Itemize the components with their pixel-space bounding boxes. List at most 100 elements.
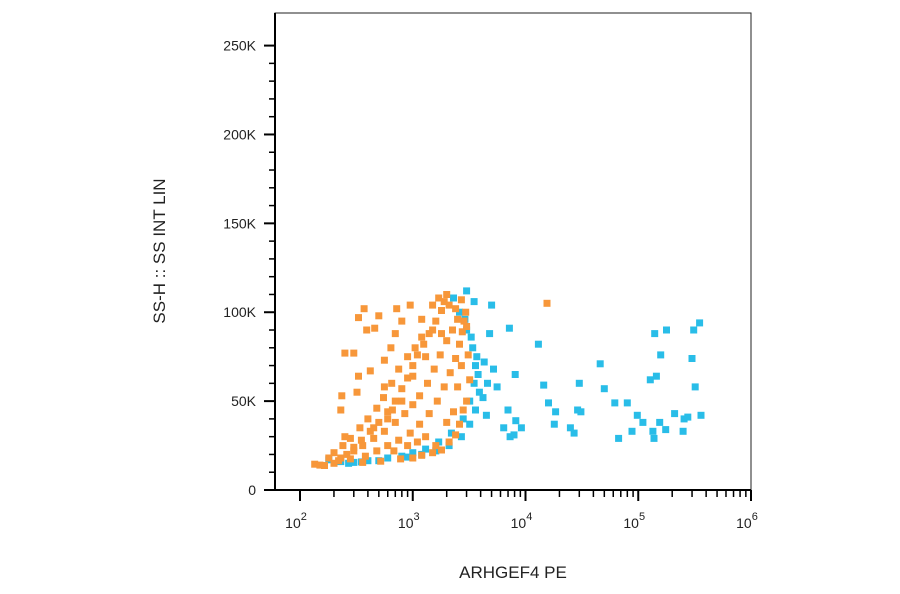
data-point-0-62 [600, 385, 608, 393]
data-point-1-99 [445, 438, 453, 446]
data-point-1-26 [395, 365, 403, 373]
data-point-0-75 [656, 418, 664, 426]
y-tick-label: 50K [231, 393, 257, 409]
data-point-1-1 [316, 461, 324, 469]
data-point-1-122 [380, 383, 388, 391]
data-point-1-59 [416, 392, 424, 400]
data-point-0-61 [596, 360, 604, 368]
data-point-1-68 [337, 406, 345, 414]
data-point-0-55 [552, 408, 560, 416]
data-point-1-5 [343, 450, 351, 458]
data-point-0-71 [650, 434, 658, 442]
data-point-1-72 [353, 388, 361, 396]
data-point-1-124 [543, 299, 551, 307]
data-point-0-25 [472, 406, 479, 414]
y-tick-label: 100K [223, 304, 256, 320]
data-point-1-97 [456, 420, 463, 428]
data-point-0-74 [657, 351, 665, 359]
data-point-1-2 [321, 462, 328, 469]
data-point-0-14 [469, 344, 477, 352]
data-point-1-95 [463, 397, 471, 405]
data-point-0-65 [623, 399, 631, 407]
x-tick-label: 102 [285, 511, 307, 531]
data-point-1-48 [452, 355, 460, 362]
data-point-1-22 [429, 326, 437, 334]
data-point-0-77 [663, 326, 670, 334]
data-point-0-53 [545, 399, 552, 407]
data-point-1-116 [438, 330, 445, 338]
data-point-1-102 [418, 451, 426, 459]
data-point-0-39 [486, 330, 494, 338]
data-point-0-21 [467, 333, 475, 341]
data-point-1-16 [420, 340, 428, 348]
data-point-1-90 [452, 305, 460, 313]
data-point-1-100 [438, 446, 445, 454]
data-point-0-70 [649, 427, 657, 435]
data-point-0-49 [511, 371, 519, 378]
data-point-1-123 [388, 406, 396, 414]
data-point-1-63 [380, 427, 388, 435]
data-point-0-8 [435, 438, 443, 446]
data-point-1-65 [359, 442, 367, 450]
data-point-1-28 [380, 394, 387, 402]
data-point-1-43 [416, 420, 424, 428]
data-point-0-3 [364, 457, 372, 465]
data-point-1-9 [375, 418, 383, 426]
data-point-0-38 [480, 358, 488, 366]
data-point-0-9 [447, 429, 455, 437]
data-point-1-75 [355, 314, 362, 322]
data-point-1-23 [418, 333, 426, 341]
data-point-1-15 [413, 351, 421, 359]
data-point-1-86 [418, 315, 426, 323]
data-point-0-57 [570, 429, 578, 437]
data-point-1-33 [339, 442, 347, 450]
data-point-0-86 [697, 411, 705, 419]
data-point-1-85 [406, 301, 414, 309]
data-point-1-7 [357, 436, 365, 444]
data-point-1-44 [425, 410, 433, 418]
data-point-1-93 [464, 351, 472, 359]
data-point-1-79 [366, 367, 374, 375]
data-point-0-4 [384, 454, 392, 462]
data-point-1-24 [411, 344, 419, 352]
y-tick-label: 0 [248, 482, 256, 498]
data-point-1-105 [377, 457, 385, 465]
data-point-0-19 [470, 298, 478, 306]
data-point-1-112 [390, 447, 398, 455]
data-point-0-64 [615, 434, 623, 442]
data-point-0-6 [409, 449, 417, 457]
data-point-0-72 [651, 330, 659, 338]
data-point-0-44 [504, 406, 512, 414]
x-axis-ticks: 102 103 104 105 106 [285, 490, 758, 531]
data-point-1-54 [449, 326, 456, 334]
data-point-1-29 [373, 404, 381, 412]
data-point-1-19 [438, 307, 445, 314]
data-point-1-101 [429, 449, 437, 457]
data-point-1-30 [364, 415, 372, 423]
data-point-0-36 [482, 411, 490, 419]
data-point-1-69 [338, 392, 346, 400]
data-point-1-47 [446, 369, 454, 377]
data-point-0-40 [490, 365, 497, 373]
data-point-1-98 [452, 431, 460, 439]
data-point-1-82 [391, 330, 399, 338]
data-point-1-14 [409, 362, 417, 370]
data-point-1-96 [459, 406, 467, 414]
data-point-0-60 [574, 406, 582, 414]
data-point-1-51 [460, 317, 468, 325]
data-point-1-61 [401, 410, 409, 418]
data-point-0-58 [575, 379, 583, 387]
data-point-0-67 [633, 411, 641, 419]
data-point-1-66 [350, 447, 358, 455]
data-point-0-80 [680, 415, 688, 423]
data-point-0-27 [457, 433, 465, 441]
data-point-1-31 [356, 424, 364, 432]
data-point-1-83 [398, 317, 406, 325]
data-point-1-32 [346, 434, 354, 442]
data-point-1-11 [391, 397, 399, 405]
x-axis-title: ARHGEF4 PE [459, 563, 567, 582]
data-point-1-34 [330, 449, 338, 457]
data-point-1-3 [330, 459, 338, 467]
data-point-1-87 [429, 301, 437, 309]
